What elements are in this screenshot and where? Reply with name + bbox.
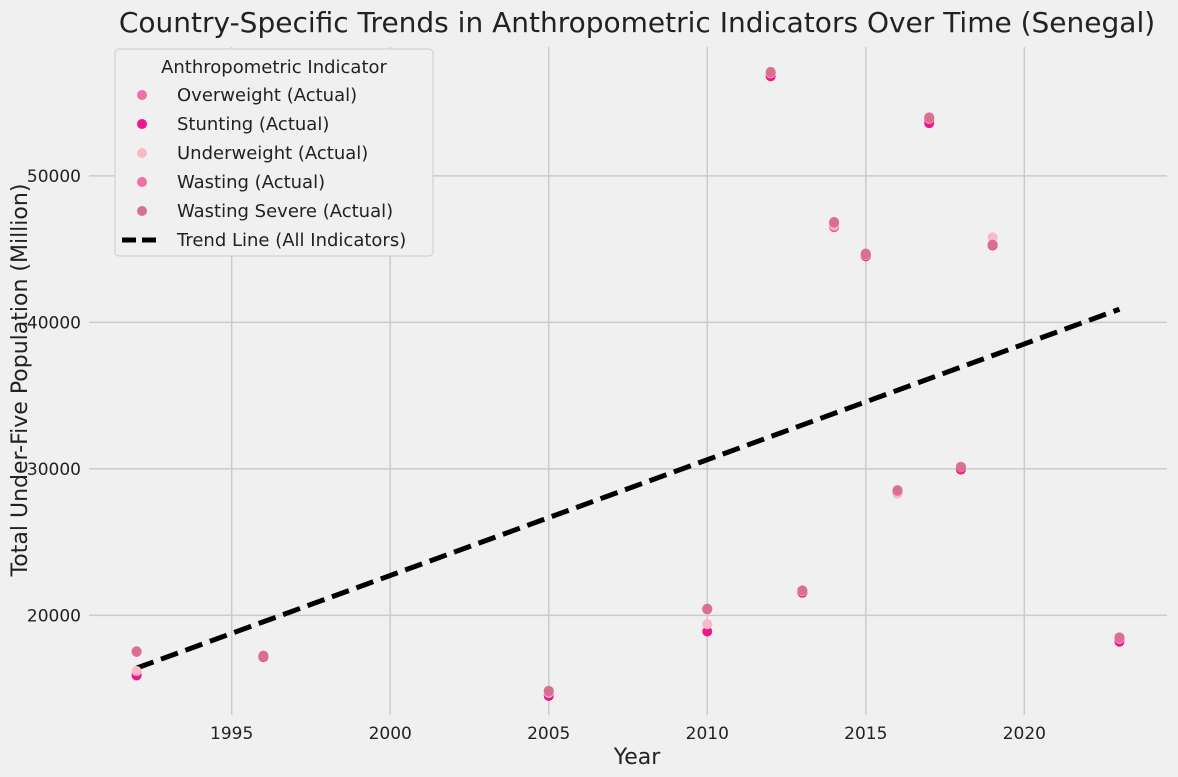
y-tick-label: 20000	[27, 606, 81, 626]
legend-label: Wasting Severe (Actual)	[177, 201, 393, 222]
data-point	[955, 462, 966, 473]
y-tick-labels: 20000 30000 40000 50000	[27, 167, 81, 626]
y-tick-label: 40000	[27, 313, 81, 333]
data-point	[702, 603, 713, 614]
legend-marker	[137, 90, 147, 100]
x-tick-label: 2010	[686, 724, 729, 744]
data-point	[797, 585, 808, 596]
x-tick-label: 2015	[844, 724, 887, 744]
data-point	[702, 626, 713, 637]
x-tick-label: 2020	[1003, 724, 1046, 744]
y-axis-label: Total Under-Five Population (Million)	[8, 184, 33, 578]
data-point	[987, 232, 998, 243]
data-point	[131, 646, 142, 657]
trend-line	[135, 306, 1121, 671]
data-point	[131, 666, 142, 677]
x-tick-label: 1995	[210, 724, 253, 744]
grid	[89, 47, 1167, 715]
data-point	[860, 249, 871, 260]
legend: Anthropometric Indicator Overweight (Act…	[114, 48, 434, 257]
data-point	[702, 619, 713, 630]
chart-title: Country-Specific Trends in Anthropometri…	[119, 6, 1155, 39]
legend-items: Overweight (Actual) Stunting (Actual) Unde…	[122, 85, 406, 251]
data-point	[987, 239, 998, 250]
legend-marker	[137, 177, 147, 187]
data-point	[765, 66, 776, 77]
legend-label: Underweight (Actual)	[177, 143, 368, 164]
legend-label: Overweight (Actual)	[177, 85, 357, 106]
data-point	[892, 485, 903, 496]
legend-marker	[137, 119, 147, 129]
y-tick-label: 30000	[27, 460, 81, 480]
legend-title: Anthropometric Indicator	[161, 57, 387, 78]
legend-marker	[137, 148, 147, 158]
x-axis-label: Year	[613, 745, 662, 770]
data-point	[543, 685, 554, 696]
legend-label: Trend Line (All Indicators)	[176, 230, 406, 251]
x-tick-label: 2000	[369, 724, 412, 744]
data-point	[258, 650, 269, 661]
legend-label: Stunting (Actual)	[177, 114, 329, 135]
series-4	[131, 66, 1125, 696]
x-tick-label: 2005	[527, 724, 570, 744]
legend-box	[114, 48, 434, 257]
x-tick-labels: 1995 2000 2005 2010 2015 2020	[210, 724, 1046, 744]
data-point	[924, 113, 935, 124]
y-tick-label: 50000	[27, 167, 81, 187]
legend-label: Wasting (Actual)	[177, 172, 325, 193]
legend-marker	[137, 206, 147, 216]
data-point	[829, 217, 840, 228]
data-point	[1114, 632, 1125, 643]
data-points	[131, 66, 1125, 701]
